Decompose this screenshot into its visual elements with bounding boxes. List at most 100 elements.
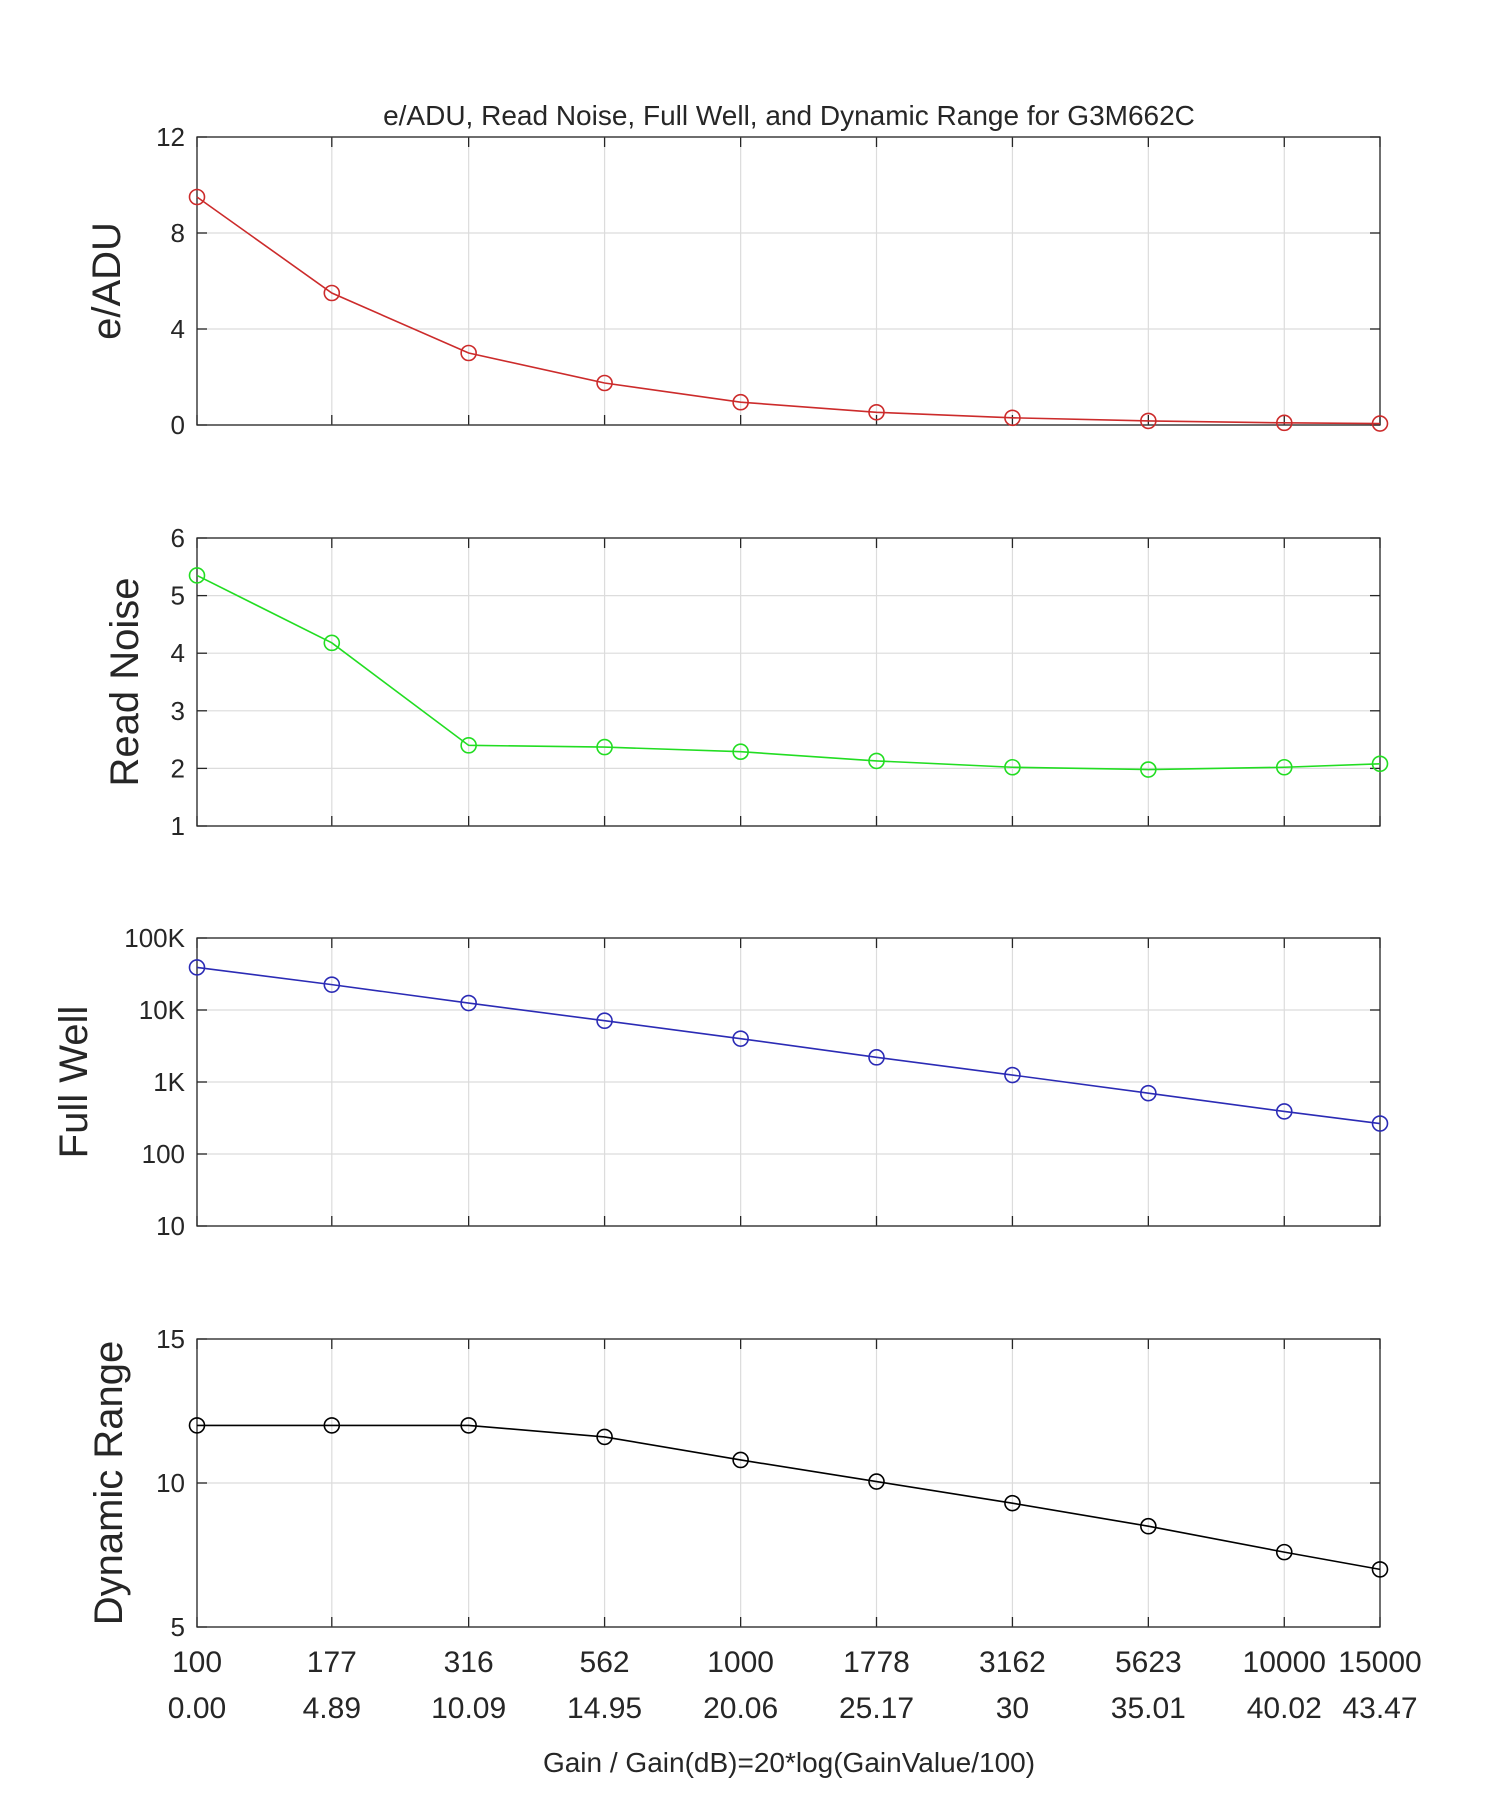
x-axis-label: Gain / Gain(dB)=20*log(GainValue/100): [543, 1747, 1035, 1778]
data-point: [596, 374, 613, 392]
x-tick-label-db: 14.95: [567, 1692, 642, 1725]
y-tick-label: 3: [171, 696, 185, 726]
y-tick-label: 10: [156, 1211, 185, 1241]
data-point: [732, 393, 749, 411]
y-axis-label: Read Noise: [103, 577, 147, 786]
x-tick-label-gain: 10000: [1243, 1646, 1326, 1679]
y-tick-label: 15: [156, 1324, 185, 1354]
panel-4: 5 10 15 Dynamic Range: [87, 1324, 1389, 1642]
series-line: [197, 1424, 1381, 1571]
data-point: [323, 634, 341, 652]
data-point: [732, 743, 749, 760]
x-tick-label-db: 25.17: [839, 1692, 914, 1725]
data-point: [1371, 1115, 1389, 1132]
x-tick-label-gain: 100: [172, 1646, 222, 1679]
x-tick-label-db: 40.02: [1247, 1692, 1322, 1725]
x-tick-label-db: 4.89: [303, 1692, 361, 1725]
data-point: [1275, 1543, 1293, 1561]
data-point: [323, 1417, 341, 1434]
data-point: [868, 1473, 885, 1490]
x-tick-label-gain: 1778: [843, 1646, 910, 1679]
plot-frame: [196, 537, 1381, 827]
y-tick-label: 1: [171, 811, 185, 841]
y-tick-label: 1K: [153, 1067, 185, 1097]
data-point: [596, 738, 613, 756]
y-axis-label: Dynamic Range: [87, 1341, 131, 1626]
data-point: [1371, 415, 1389, 432]
data-point: [460, 737, 477, 754]
data-point: [460, 994, 477, 1012]
plot-frame: [196, 937, 1381, 1227]
data-point: [732, 1451, 749, 1469]
y-tick-label: 10: [156, 1468, 185, 1498]
data-point: [460, 344, 477, 362]
plot-frame: [196, 1338, 1381, 1628]
y-axis-label: e/ADU: [85, 222, 129, 340]
data-point: [188, 959, 206, 976]
data-point: [1140, 412, 1157, 430]
chart-title: e/ADU, Read Noise, Full Well, and Dynami…: [383, 100, 1195, 131]
x-tick-label-gain: 3162: [979, 1646, 1046, 1679]
x-axis-labels: 100 0.00 177 4.89 316 10.09 562 14.95 1000 20.06 1…: [168, 1646, 1422, 1725]
y-tick-label: 2: [171, 753, 185, 783]
data-point: [460, 1417, 477, 1434]
y-tick-label: 4: [171, 638, 185, 668]
y-tick-label: 6: [171, 523, 185, 553]
x-tick-label-db: 20.06: [703, 1692, 778, 1725]
x-tick-label-db: 30: [996, 1692, 1029, 1725]
x-tick-label-gain: 5623: [1115, 1646, 1182, 1679]
y-tick-label: 4: [171, 314, 185, 344]
data-point: [1371, 1561, 1389, 1578]
data-point: [732, 1030, 749, 1047]
data-point: [596, 1012, 613, 1030]
data-point: [323, 284, 341, 302]
x-tick-label-gain: 15000: [1338, 1646, 1421, 1679]
data-point: [1371, 755, 1389, 773]
data-point: [1140, 1517, 1157, 1535]
x-tick-label-db: 35.01: [1111, 1692, 1186, 1725]
data-point: [868, 403, 885, 421]
series-line: [196, 966, 1381, 1125]
data-point: [1275, 1103, 1293, 1120]
panel-2: 1 2 3 4 5 6 Read Noise: [103, 523, 1389, 841]
data-point: [1275, 758, 1293, 776]
data-point: [1140, 1084, 1157, 1102]
data-point: [188, 1417, 206, 1434]
x-tick-label-db: 43.47: [1342, 1692, 1417, 1725]
series-line: [196, 574, 1381, 771]
y-tick-label: 0: [171, 410, 185, 440]
data-point: [1004, 1066, 1021, 1084]
panel-1: 0 4 8 12 e/ADU: [85, 122, 1389, 440]
y-tick-label: 5: [171, 581, 185, 611]
data-point: [1004, 409, 1021, 427]
series-line: [196, 196, 1381, 425]
x-tick-label-gain: 316: [444, 1646, 494, 1679]
data-point: [323, 976, 341, 993]
panel-3: 10 100 1K 10K 100K Full Well: [52, 923, 1389, 1241]
x-tick-label-db: 0.00: [168, 1692, 226, 1725]
data-point: [1275, 414, 1293, 432]
x-tick-label-gain: 177: [307, 1646, 357, 1679]
x-tick-label-gain: 562: [580, 1646, 630, 1679]
data-point: [868, 752, 885, 770]
x-tick-label-db: 10.09: [431, 1692, 506, 1725]
y-tick-label: 12: [156, 122, 185, 152]
plot-frame: [196, 136, 1381, 426]
data-point: [188, 188, 206, 206]
y-tick-label: 5: [171, 1612, 185, 1642]
data-point: [1004, 1494, 1021, 1512]
data-point: [188, 567, 206, 584]
y-tick-label: 10K: [139, 995, 186, 1025]
data-point: [1140, 761, 1157, 778]
data-point: [596, 1428, 613, 1446]
y-tick-label: 8: [171, 218, 185, 248]
x-tick-label-gain: 1000: [707, 1646, 774, 1679]
data-point: [1004, 758, 1021, 776]
y-tick-label: 100: [142, 1139, 185, 1169]
y-axis-label: Full Well: [52, 1006, 96, 1159]
y-tick-label: 100K: [124, 923, 185, 953]
data-point: [868, 1049, 885, 1066]
